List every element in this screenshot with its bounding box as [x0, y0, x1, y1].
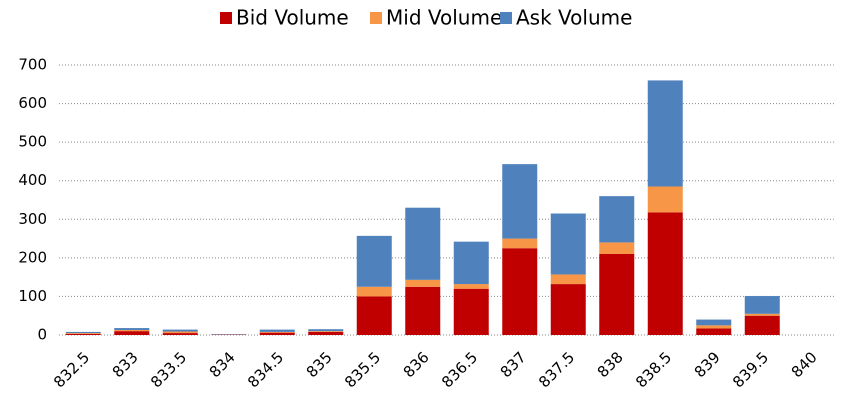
bar-segment	[696, 320, 731, 326]
bar-segment	[66, 332, 101, 333]
legend-label: Bid Volume	[236, 6, 349, 30]
y-tick-label: 500	[18, 133, 47, 151]
bar-segment	[114, 331, 149, 335]
bar-segment	[308, 331, 343, 332]
bar-segment	[696, 325, 731, 328]
bar-segment	[405, 208, 440, 280]
x-tick-label: 838.5	[632, 348, 675, 391]
bar-segment	[260, 330, 295, 332]
bar-segment	[502, 248, 537, 335]
bar-segment	[551, 214, 586, 275]
bar-segment	[454, 284, 489, 289]
bar-segment	[308, 329, 343, 331]
legend-swatch	[220, 12, 232, 24]
legend-label: Ask Volume	[516, 6, 632, 30]
x-tick-label: 835	[303, 348, 336, 381]
bar-segment	[745, 316, 780, 335]
bar-segment	[599, 242, 634, 254]
bar-segment	[648, 212, 683, 335]
bar-segment	[114, 328, 149, 330]
bar-segment	[599, 196, 634, 242]
bar-segment	[648, 80, 683, 186]
x-tick-label: 835.5	[341, 348, 384, 391]
bar-segment	[163, 332, 198, 334]
y-tick-label: 200	[18, 248, 47, 266]
bar-segment	[357, 296, 392, 335]
bar-segment	[502, 164, 537, 238]
bar-segment	[502, 239, 537, 249]
bar-segment	[357, 287, 392, 297]
x-tick-label: 833	[109, 348, 142, 381]
y-tick-label: 600	[18, 94, 47, 112]
bar-segment	[66, 334, 101, 335]
y-tick-label: 300	[18, 210, 47, 228]
bar-segment	[114, 330, 149, 331]
bar-segment	[745, 296, 780, 314]
bar-segment	[648, 187, 683, 213]
bar-segment	[454, 289, 489, 335]
y-tick-label: 700	[18, 56, 47, 74]
bar-segment	[405, 287, 440, 335]
bar-segment	[551, 284, 586, 335]
x-tick-label: 833.5	[147, 348, 190, 391]
legend-label: Mid Volume	[386, 6, 502, 30]
bar-segment	[745, 314, 780, 316]
y-tick-label: 400	[18, 171, 47, 189]
x-tick-label: 837.5	[535, 348, 578, 391]
x-tick-label: 839	[691, 348, 724, 381]
y-tick-label: 0	[37, 326, 47, 344]
x-tick-label: 836.5	[438, 348, 481, 391]
x-tick-label: 834	[206, 348, 239, 381]
x-tick-label: 834.5	[244, 348, 287, 391]
bar-segment	[405, 280, 440, 287]
bar-segment	[551, 274, 586, 284]
bar-segment	[599, 254, 634, 335]
bar-segment	[308, 332, 343, 335]
x-tick-label: 840	[788, 348, 821, 381]
y-tick-label: 100	[18, 287, 47, 305]
bar-segment	[260, 332, 295, 333]
bar-segment	[260, 333, 295, 335]
bar-segment	[696, 328, 731, 335]
bar-segment	[163, 333, 198, 335]
legend-swatch	[500, 12, 512, 24]
x-tick-label: 836	[400, 348, 433, 381]
bar-segment	[163, 330, 198, 332]
x-tick-label: 837	[497, 348, 530, 381]
x-tick-label: 838	[594, 348, 627, 381]
legend-swatch	[370, 12, 382, 24]
x-tick-label: 832.5	[50, 348, 93, 391]
bar-segment	[357, 236, 392, 287]
x-tick-label: 839.5	[729, 348, 772, 391]
bar-segment	[66, 333, 101, 334]
bar-segment	[454, 242, 489, 284]
